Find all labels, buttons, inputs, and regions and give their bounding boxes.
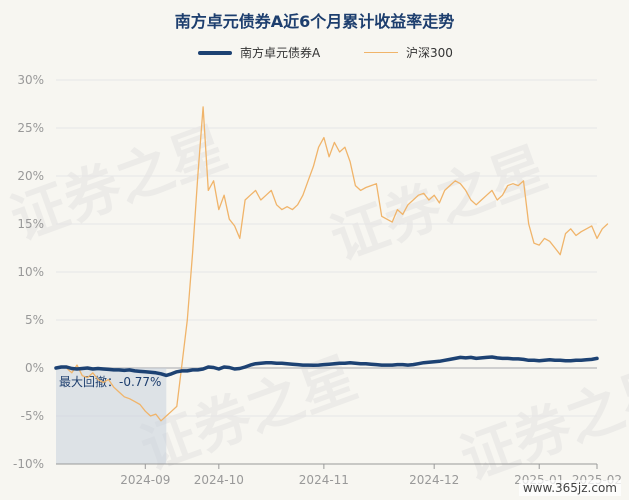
x-tick-label: 2024-11 (299, 473, 349, 487)
x-tick-label: 2024-12 (409, 473, 459, 487)
y-tick-label: -10% (13, 457, 44, 471)
y-tick-label: 15% (17, 217, 44, 231)
legend-label-fund: 南方卓元债券A (240, 46, 321, 60)
series-line-index[interactable] (55, 106, 609, 422)
legend-entry-fund[interactable]: 南方卓元债券A (198, 44, 320, 61)
y-tick-label: -5% (21, 409, 44, 423)
y-tick-label: 30% (17, 73, 44, 87)
watermark-footer: www.365jz.com (518, 480, 621, 496)
y-tick-label: 5% (25, 313, 44, 327)
y-tick-label: 10% (17, 265, 44, 279)
y-tick-label: 25% (17, 121, 44, 135)
legend-swatch-fund (198, 50, 232, 55)
legend-label-index: 沪深300 (406, 46, 453, 60)
y-tick-label: 20% (17, 169, 44, 183)
y-tick-label: 0% (25, 361, 44, 375)
series-line-fund[interactable] (54, 355, 599, 378)
legend-entry-index[interactable]: 沪深300 (364, 44, 453, 61)
x-tick-label: 2024-10 (194, 473, 244, 487)
x-tick-label: 2024-09 (120, 473, 170, 487)
watermark-text-2: 证券之星 (323, 135, 556, 273)
legend-swatch-index (364, 52, 398, 53)
chart-title: 南方卓元债券A近6个月累计收益率走势 (174, 12, 455, 31)
